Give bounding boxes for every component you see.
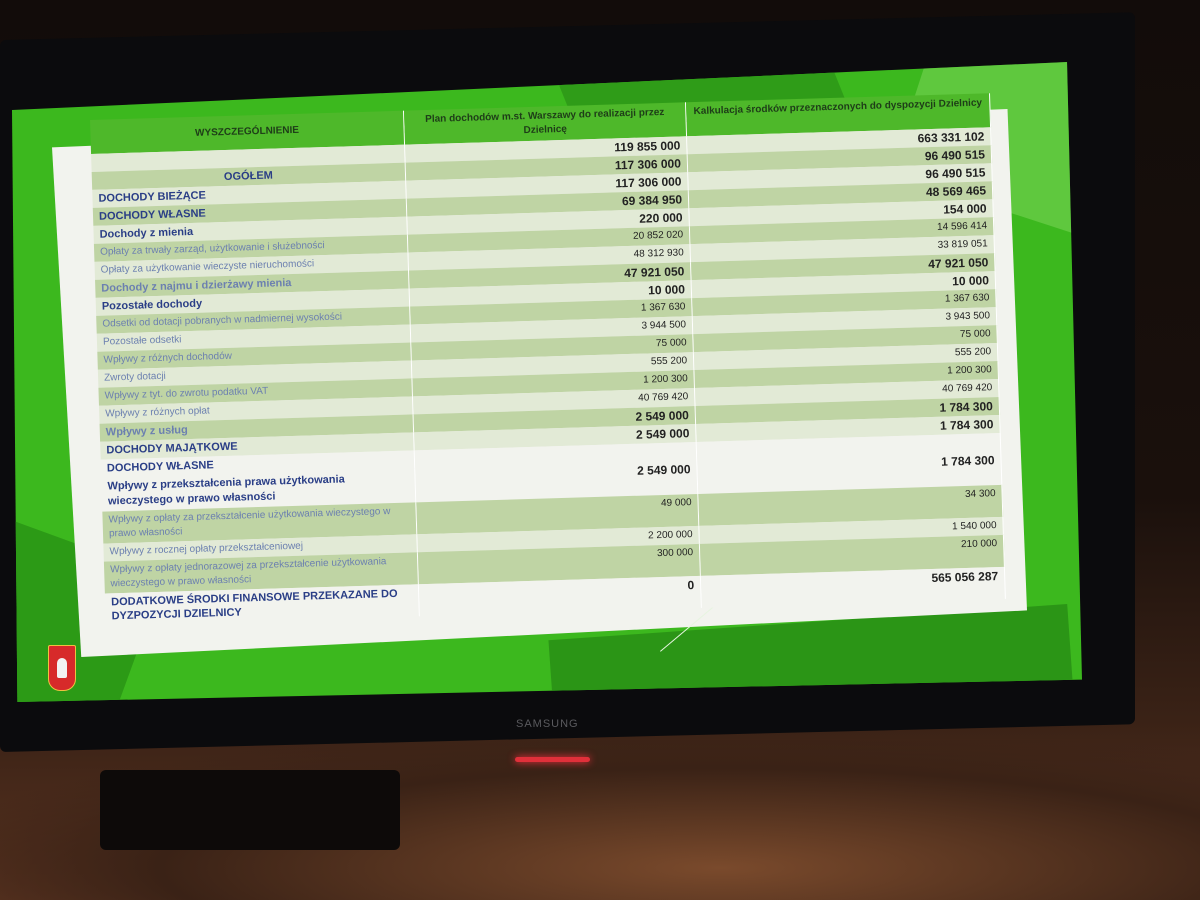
set-top-box: [100, 770, 400, 850]
tv-brand-label: SAMSUNG: [516, 718, 579, 730]
tv-power-led: [515, 757, 590, 762]
budget-table: WYSZCZEGÓLNIENIE Plan dochodów m.st. War…: [90, 93, 1006, 626]
table-body: OGÓŁEM 117 306 000 96 490 515 DOCHODY BIEŻĄ…: [91, 145, 1006, 626]
warsaw-coat-of-arms-icon: [48, 645, 76, 691]
